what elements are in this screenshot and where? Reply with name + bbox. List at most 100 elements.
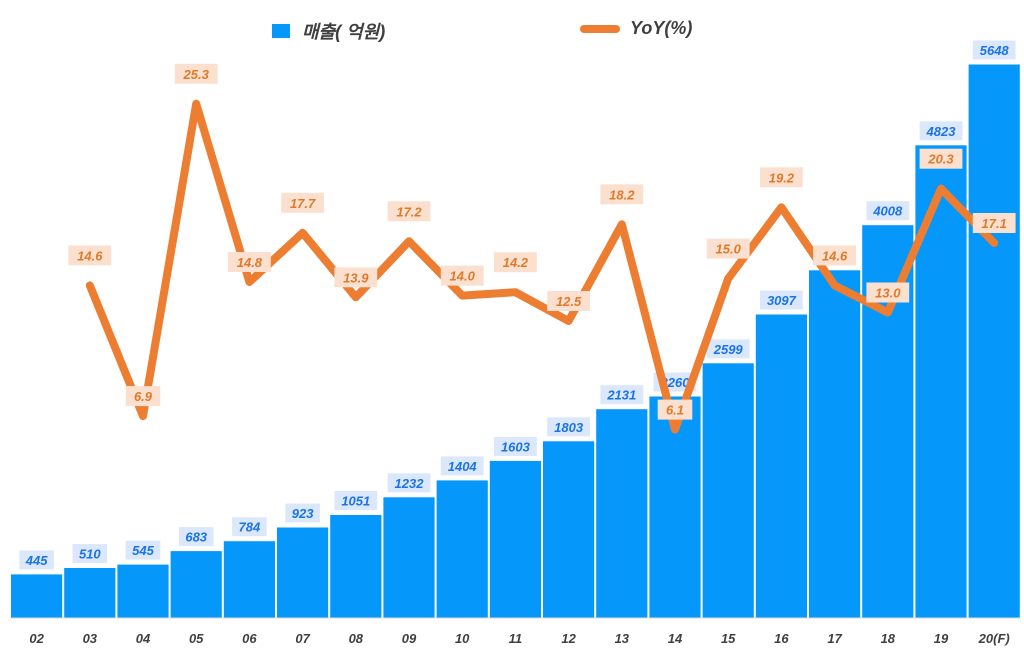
- line-data-label: 17.7: [290, 196, 316, 211]
- line-label-bg: [919, 148, 963, 169]
- bar-data-label: 510: [79, 547, 101, 562]
- x-tick-label: 04: [136, 631, 151, 646]
- bar-data-label: 923: [292, 506, 314, 521]
- legend-label-revenue: 매출( 억원): [302, 22, 386, 42]
- line-data-label: 17.2: [396, 204, 422, 219]
- line-data-label: 14.6: [822, 248, 848, 263]
- line-data-label: 14.6: [77, 248, 103, 263]
- line-label-bg: [760, 167, 803, 188]
- bar-label-bg: [706, 339, 750, 359]
- bar-label-bg: [547, 417, 590, 437]
- legend-item-revenue: 매출( 억원): [272, 18, 385, 44]
- bar-label-bg: [334, 491, 378, 510]
- line-label-bg: [228, 252, 271, 272]
- bar-data-label: 1232: [395, 476, 425, 491]
- x-tick-label: 13: [615, 631, 630, 646]
- bar-data-label: 445: [25, 553, 48, 568]
- x-tick-label: 10: [455, 631, 470, 646]
- line-label-bg: [657, 399, 693, 420]
- line-label-bg: [600, 184, 644, 205]
- x-tick-label: 14: [668, 631, 683, 646]
- line-label-bg: [281, 192, 324, 213]
- bar-11: [489, 460, 541, 618]
- bar-data-label: 2131: [606, 388, 636, 403]
- line-data-label: 6.9: [134, 389, 153, 404]
- bar-label-bg: [972, 40, 1016, 60]
- bar-19: [915, 145, 967, 619]
- legend-item-yoy: YoY(%): [580, 18, 692, 39]
- bar-03: [64, 568, 116, 618]
- line-data-label: 14.8: [237, 255, 263, 270]
- bar-12: [543, 441, 595, 618]
- legend-label-yoy: YoY(%): [630, 18, 693, 38]
- x-tick-label: 06: [242, 631, 257, 646]
- bar-data-label: 2599: [713, 342, 744, 357]
- bar-data-label: 683: [185, 530, 207, 545]
- x-tick-label: 11: [509, 631, 523, 646]
- x-tick-label: 03: [83, 631, 98, 646]
- line-label-bg: [866, 282, 910, 303]
- bar-data-label: 1404: [448, 459, 478, 474]
- bar-label-bg: [125, 540, 161, 560]
- line-label-bg: [334, 267, 378, 288]
- line-label-bg: [440, 265, 484, 286]
- x-tick-label: 19: [934, 631, 949, 646]
- x-tick-label: 09: [402, 631, 417, 646]
- bar-label-bg: [232, 517, 267, 537]
- bar-label-bg: [600, 385, 644, 405]
- line-data-label: 12.5: [556, 294, 582, 309]
- line-label-bg: [494, 252, 537, 273]
- bar-08: [330, 515, 382, 618]
- x-tick-label: 16: [774, 631, 789, 646]
- x-tick-label: 12: [561, 631, 576, 646]
- x-tick-label: 07: [295, 631, 310, 646]
- x-tick-label: 02: [29, 631, 44, 646]
- bar-17: [809, 270, 861, 618]
- line-data-label: 25.3: [183, 67, 210, 82]
- x-tick-label: 20(F): [978, 631, 1010, 646]
- bar-data-label: 784: [239, 520, 261, 535]
- bar-data-label: 1803: [554, 420, 584, 435]
- bar-data-label: 5648: [980, 43, 1010, 58]
- line-label-bg: [174, 63, 218, 84]
- bar-label-bg: [494, 436, 537, 456]
- line-data-label: 6.1: [666, 403, 684, 418]
- bar-09: [383, 497, 435, 618]
- bar-data-label: 4823: [926, 124, 957, 139]
- line-data-label: 15.0: [716, 242, 742, 257]
- bar-16: [755, 314, 807, 618]
- bar-10: [436, 480, 488, 618]
- bar-data-labels: 445 510 545 683 784 923 1051 1232 1404 1603 1803 21…: [19, 40, 1016, 570]
- bar-05: [170, 551, 222, 618]
- bar-02: [11, 574, 63, 618]
- bar-07: [277, 527, 329, 618]
- bar-13: [596, 409, 648, 618]
- x-tick-label: 08: [349, 631, 364, 646]
- bar-data-label: 4008: [872, 204, 903, 219]
- legend-swatch-yoy: [580, 24, 620, 33]
- bar-label-bg: [72, 544, 108, 563]
- line-data-labels: 14.6 6.9 25.3 14.8 17.7 13.9 17.2 14.0 14.2 12.5 1…: [68, 63, 1016, 420]
- bar-15: [702, 363, 754, 618]
- line-data-label: 14.2: [503, 255, 529, 270]
- x-tick-label: 15: [721, 631, 736, 646]
- chart-legend: 매출( 억원) YoY(%): [0, 18, 1024, 46]
- x-tick-label: 05: [189, 631, 204, 646]
- bar-label-bg: [866, 201, 910, 221]
- bar-20(F): [968, 64, 1020, 618]
- line-label-bg: [387, 201, 431, 222]
- bar-data-label: 3097: [767, 293, 797, 308]
- line-data-label: 13.0: [875, 286, 901, 301]
- bar-06: [223, 541, 275, 618]
- bar-data-label: 1051: [341, 494, 370, 509]
- line-data-label: 13.9: [343, 270, 369, 285]
- line-label-bg: [706, 238, 750, 259]
- line-data-label: 20.3: [927, 152, 954, 167]
- line-data-label: 18.2: [609, 187, 635, 202]
- bar-label-bg: [285, 503, 320, 523]
- line-label-bg: [813, 245, 856, 266]
- line-data-label: 14.0: [450, 269, 476, 284]
- bar-label-bg: [387, 473, 431, 493]
- bar-label-bg: [440, 456, 484, 476]
